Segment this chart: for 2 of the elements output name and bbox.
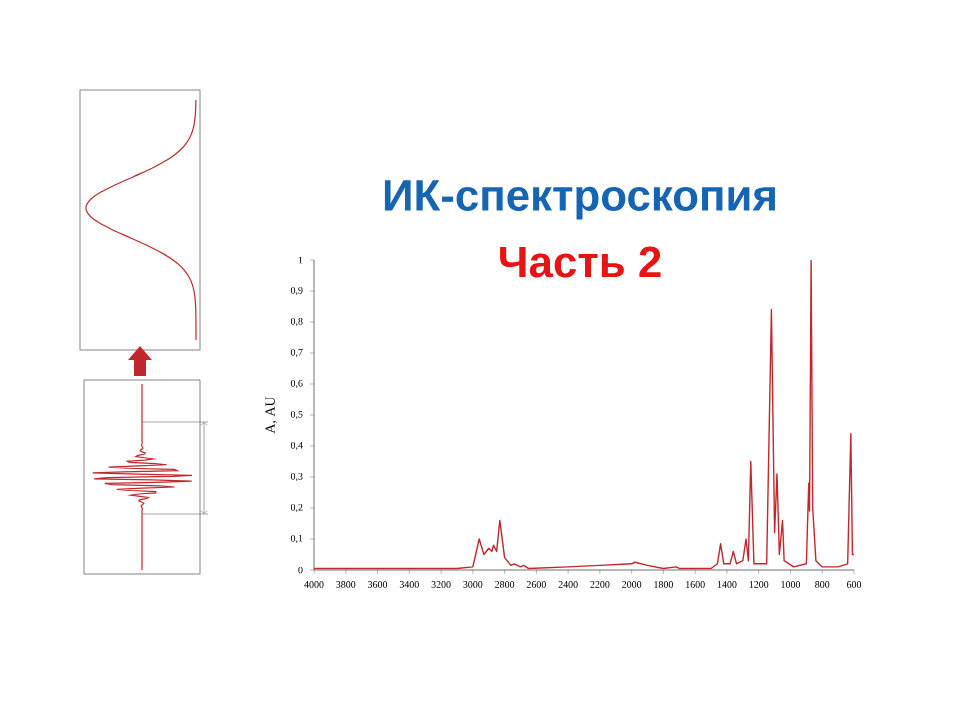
chart-subtitle: Часть 2 [500,246,661,278]
chart-title: ИК-спектроскопия [384,180,775,220]
